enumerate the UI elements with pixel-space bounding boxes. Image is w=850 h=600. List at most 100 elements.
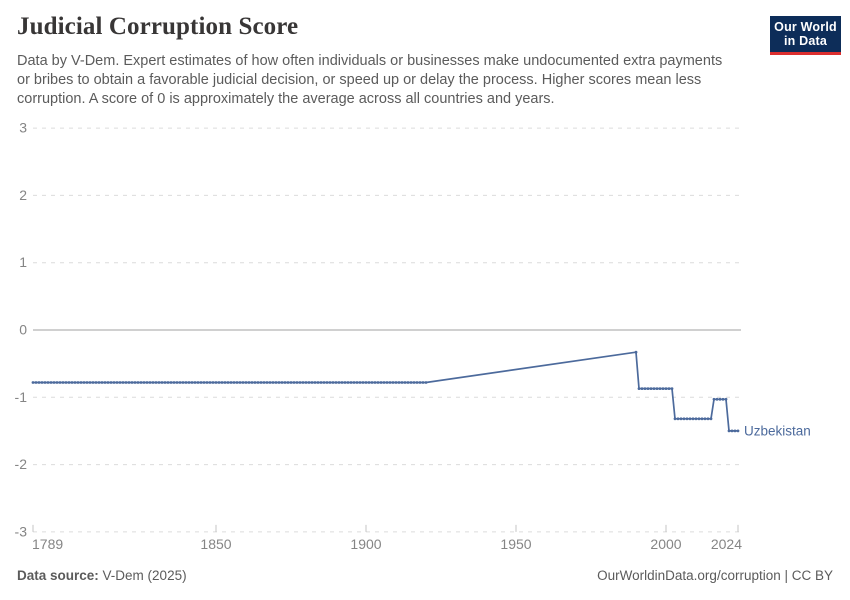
data-point[interactable] [661, 387, 665, 390]
data-point[interactable] [676, 417, 680, 421]
data-point[interactable] [202, 381, 206, 384]
data-point[interactable] [160, 381, 164, 384]
data-point[interactable] [352, 381, 356, 384]
series-line-uzbekistan[interactable] [33, 351, 738, 432]
data-point[interactable] [316, 381, 320, 384]
data-point[interactable] [268, 381, 272, 384]
data-point[interactable] [178, 381, 182, 384]
data-point[interactable] [664, 387, 668, 390]
data-point[interactable] [382, 381, 386, 384]
data-point[interactable] [76, 381, 80, 384]
data-point[interactable] [70, 381, 74, 384]
data-point[interactable] [145, 381, 149, 384]
data-point[interactable] [649, 387, 653, 390]
data-point[interactable] [175, 381, 179, 384]
data-point[interactable] [265, 381, 269, 384]
data-point[interactable] [412, 381, 416, 384]
data-point[interactable] [130, 381, 134, 384]
data-point[interactable] [355, 381, 359, 384]
data-point[interactable] [31, 381, 35, 384]
data-point[interactable] [124, 381, 128, 384]
data-point[interactable] [172, 381, 176, 384]
data-point[interactable] [106, 381, 110, 384]
data-point[interactable] [640, 387, 644, 390]
data-point[interactable] [121, 381, 125, 384]
data-point[interactable] [211, 381, 215, 384]
data-point[interactable] [52, 381, 56, 384]
data-point[interactable] [67, 381, 71, 384]
data-point[interactable] [346, 381, 350, 384]
data-point[interactable] [646, 387, 650, 390]
data-point[interactable] [349, 381, 353, 384]
data-point[interactable] [46, 381, 50, 384]
data-point[interactable] [397, 381, 401, 384]
data-point[interactable] [667, 387, 671, 390]
data-point[interactable] [151, 381, 155, 384]
data-point[interactable] [154, 381, 158, 384]
data-point[interactable] [85, 381, 89, 384]
data-point[interactable] [292, 381, 296, 384]
data-point[interactable] [418, 381, 422, 384]
data-point[interactable] [64, 381, 68, 384]
data-point[interactable] [115, 381, 119, 384]
data-point[interactable] [394, 381, 398, 384]
data-point[interactable] [400, 381, 404, 384]
data-point[interactable] [181, 381, 185, 384]
data-point[interactable] [235, 381, 239, 384]
data-point[interactable] [133, 381, 137, 384]
data-point[interactable] [697, 417, 701, 421]
data-point[interactable] [37, 381, 41, 384]
data-point[interactable] [169, 381, 173, 384]
data-point[interactable] [637, 387, 641, 390]
data-point[interactable] [718, 397, 722, 401]
data-point[interactable] [691, 417, 695, 421]
data-point[interactable] [241, 381, 245, 384]
data-point[interactable] [208, 381, 212, 384]
data-point[interactable] [61, 381, 65, 384]
data-point[interactable] [379, 381, 383, 384]
data-point[interactable] [127, 381, 131, 384]
data-point[interactable] [343, 381, 347, 384]
data-point[interactable] [214, 381, 218, 384]
data-point[interactable] [100, 381, 104, 384]
data-point[interactable] [364, 381, 368, 384]
data-point[interactable] [703, 417, 707, 421]
data-point[interactable] [136, 381, 140, 384]
data-point[interactable] [712, 397, 716, 401]
data-point[interactable] [643, 387, 647, 390]
data-point[interactable] [736, 429, 740, 433]
data-point[interactable] [652, 387, 656, 390]
data-point[interactable] [148, 381, 152, 384]
data-point[interactable] [685, 417, 689, 421]
data-point[interactable] [322, 381, 326, 384]
data-point[interactable] [118, 381, 122, 384]
data-point[interactable] [673, 417, 677, 421]
data-point[interactable] [724, 397, 728, 401]
data-point[interactable] [727, 429, 731, 433]
data-point[interactable] [301, 381, 305, 384]
data-point[interactable] [94, 381, 98, 384]
data-point[interactable] [634, 350, 638, 354]
data-point[interactable] [238, 381, 242, 384]
data-point[interactable] [73, 381, 77, 384]
data-point[interactable] [679, 417, 683, 421]
data-point[interactable] [373, 381, 377, 384]
data-point[interactable] [409, 381, 413, 384]
data-point[interactable] [415, 381, 419, 384]
data-point[interactable] [403, 381, 407, 384]
data-point[interactable] [310, 381, 314, 384]
data-point[interactable] [220, 381, 224, 384]
data-point[interactable] [334, 381, 338, 384]
data-point[interactable] [223, 381, 227, 384]
data-point[interactable] [40, 381, 44, 384]
data-point[interactable] [190, 381, 194, 384]
data-point[interactable] [139, 381, 143, 384]
data-point[interactable] [142, 381, 146, 384]
data-point[interactable] [307, 381, 311, 384]
data-point[interactable] [244, 381, 248, 384]
data-point[interactable] [283, 381, 287, 384]
data-point[interactable] [157, 381, 161, 384]
data-point[interactable] [286, 381, 290, 384]
data-point[interactable] [34, 381, 38, 384]
